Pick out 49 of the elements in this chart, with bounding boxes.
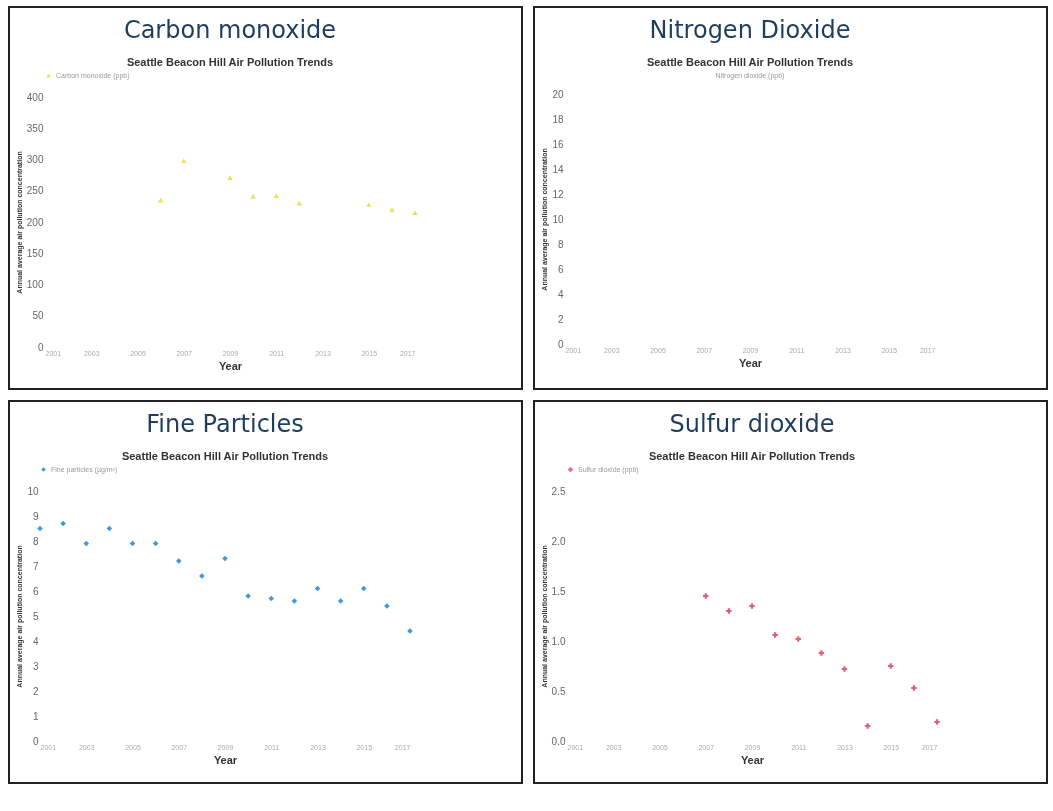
y-tick-label: 0.0 [551, 735, 566, 747]
chart-subtitle: Seattle Beacon Hill Air Pollution Trends [121, 450, 329, 462]
y-tick-label: 8 [557, 238, 564, 250]
y-tick-label: 4 [32, 635, 39, 647]
y-tick-label: 100 [26, 279, 44, 290]
y-tick-label: 18 [552, 113, 564, 125]
y-tick-label: 10 [552, 213, 564, 225]
x-axis-title: Year [213, 753, 238, 766]
y-tick-label: 5 [32, 610, 39, 622]
y-tick-label: 2 [32, 685, 39, 697]
y-tick-label: 50 [32, 310, 44, 322]
y-tick-label: 14 [552, 163, 564, 175]
y-tick-label: 20 [552, 88, 564, 100]
x-axis-title: Year [738, 356, 763, 369]
x-axis-title: Year [740, 753, 765, 766]
y-tick-label: 3 [32, 660, 39, 672]
y-tick-label: 6 [32, 585, 39, 597]
y-tick-label: 6 [557, 263, 564, 275]
y-tick-label: 1 [32, 710, 39, 722]
y-tick-label: 300 [26, 154, 44, 165]
y-tick-label: 0 [37, 341, 44, 353]
y-tick-label: 2.0 [551, 535, 566, 547]
chart-subtitle: Seattle Beacon Hill Air Pollution Trends [646, 56, 854, 68]
y-tick-label: 0 [32, 735, 39, 747]
chart-title: Nitrogen Dioxide [649, 16, 851, 44]
y-tick-label: 2 [557, 313, 564, 325]
y-tick-label: 4 [557, 288, 564, 300]
y-tick-label: 200 [26, 216, 44, 228]
y-tick-label: 9 [32, 510, 39, 522]
y-tick-label: 0.5 [551, 685, 566, 697]
y-tick-label: 1.5 [551, 585, 566, 597]
y-tick-label: 150 [26, 247, 44, 259]
x-axis-title: Year [218, 359, 243, 372]
y-tick-label: 400 [26, 91, 44, 103]
y-tick-label: 7 [32, 560, 39, 572]
chart-title: Sulfur dioxide [669, 410, 835, 438]
y-tick-label: 250 [26, 185, 44, 197]
chart-subtitle: Seattle Beacon Hill Air Pollution Trends [648, 450, 856, 462]
chart-title: Carbon monoxide [123, 16, 337, 44]
y-tick-label: 0 [557, 338, 564, 350]
y-tick-label: 1.0 [551, 635, 566, 647]
y-tick-label: 10 [27, 485, 39, 497]
chart-subtitle: Seattle Beacon Hill Air Pollution Trends [126, 56, 334, 68]
y-tick-label: 8 [32, 535, 39, 547]
y-tick-label: 12 [552, 188, 564, 200]
y-tick-label: 16 [552, 138, 564, 150]
chart-title: Fine Particles [146, 410, 304, 438]
y-tick-label: 350 [26, 122, 44, 134]
y-tick-label: 2.5 [551, 485, 566, 497]
